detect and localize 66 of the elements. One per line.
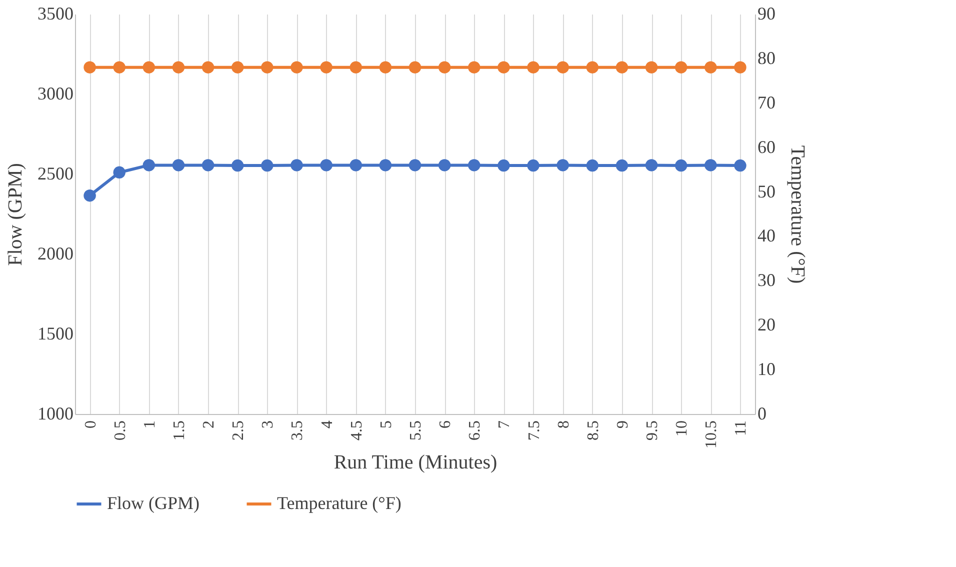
point	[468, 159, 480, 172]
point	[498, 159, 510, 172]
point	[527, 159, 540, 172]
x-tick-label: 2	[200, 420, 218, 428]
y2-tick-label: 70	[758, 92, 776, 112]
x-tick-label: 6	[437, 420, 454, 428]
y2-tick-label: 80	[758, 48, 776, 68]
y-tick-label: 2500	[38, 164, 74, 184]
x-tick-label: 5	[378, 420, 395, 428]
x-tick-label: 9	[614, 420, 632, 428]
y2-axis-title: Temperature (°F)	[786, 145, 808, 284]
x-tick-label: 3	[260, 420, 277, 428]
point	[734, 159, 746, 172]
y2-tick-label: 90	[758, 4, 776, 24]
y2-tick-label: 50	[758, 181, 776, 202]
y-tick-label: 1500	[38, 324, 74, 344]
x-tick-label: 10.5	[703, 420, 720, 448]
point	[172, 159, 185, 172]
x-tick-label: 2.5	[230, 420, 248, 440]
x-tick-label: 8.5	[584, 420, 602, 440]
y-tick-label: 1000	[38, 404, 74, 424]
point	[231, 159, 244, 172]
point	[556, 159, 569, 172]
x-tick-label: 0	[82, 420, 100, 428]
point	[645, 159, 658, 172]
y-tick-label: 3500	[38, 4, 74, 24]
point	[320, 159, 332, 172]
y-tick-label: 3000	[38, 84, 74, 104]
y-axis-title: Flow (GPM)	[4, 163, 26, 266]
x-tick-label: 5.5	[408, 420, 424, 440]
x-tick-label: 11	[732, 420, 750, 436]
point	[261, 159, 274, 172]
y2-tick-label: 40	[758, 226, 776, 246]
x-tick-label: 1.5	[170, 420, 188, 440]
x-tick-label: 1	[141, 420, 158, 428]
x-tick-label: 8	[555, 420, 572, 428]
x-tick-label: 6.5	[466, 420, 484, 440]
point	[674, 159, 688, 172]
x-tick-label: 3.5	[289, 420, 306, 440]
point	[704, 159, 717, 172]
y2-tick-label: 60	[758, 136, 776, 157]
point	[408, 159, 422, 172]
x-tick-label: 4	[318, 420, 336, 428]
point	[616, 159, 628, 172]
point	[379, 159, 392, 172]
x-axis-title: Run Time (Minutes)	[334, 452, 498, 474]
x-tick-label: 7.5	[526, 420, 543, 440]
y2-tick-label: 20	[758, 314, 776, 335]
point	[84, 189, 96, 202]
legend-label: Temperature (°F)	[277, 493, 402, 513]
x-tick-label: 9.5	[644, 420, 662, 440]
point	[350, 159, 362, 172]
point	[113, 166, 126, 179]
point	[142, 159, 156, 172]
x-tick-label: 10	[674, 420, 691, 436]
point	[290, 159, 303, 172]
x-tick-label: 0.5	[112, 420, 129, 440]
point	[202, 159, 214, 172]
x-tick-label: 4.5	[348, 420, 366, 440]
y-tick-label: 2000	[38, 244, 74, 264]
x-tick-label: 7	[496, 420, 514, 428]
y2-tick-label: 30	[758, 270, 776, 290]
legend-label: Flow (GPM)	[107, 493, 200, 513]
y2-tick-label: 10	[758, 359, 776, 380]
point	[438, 159, 451, 172]
point	[586, 159, 599, 172]
